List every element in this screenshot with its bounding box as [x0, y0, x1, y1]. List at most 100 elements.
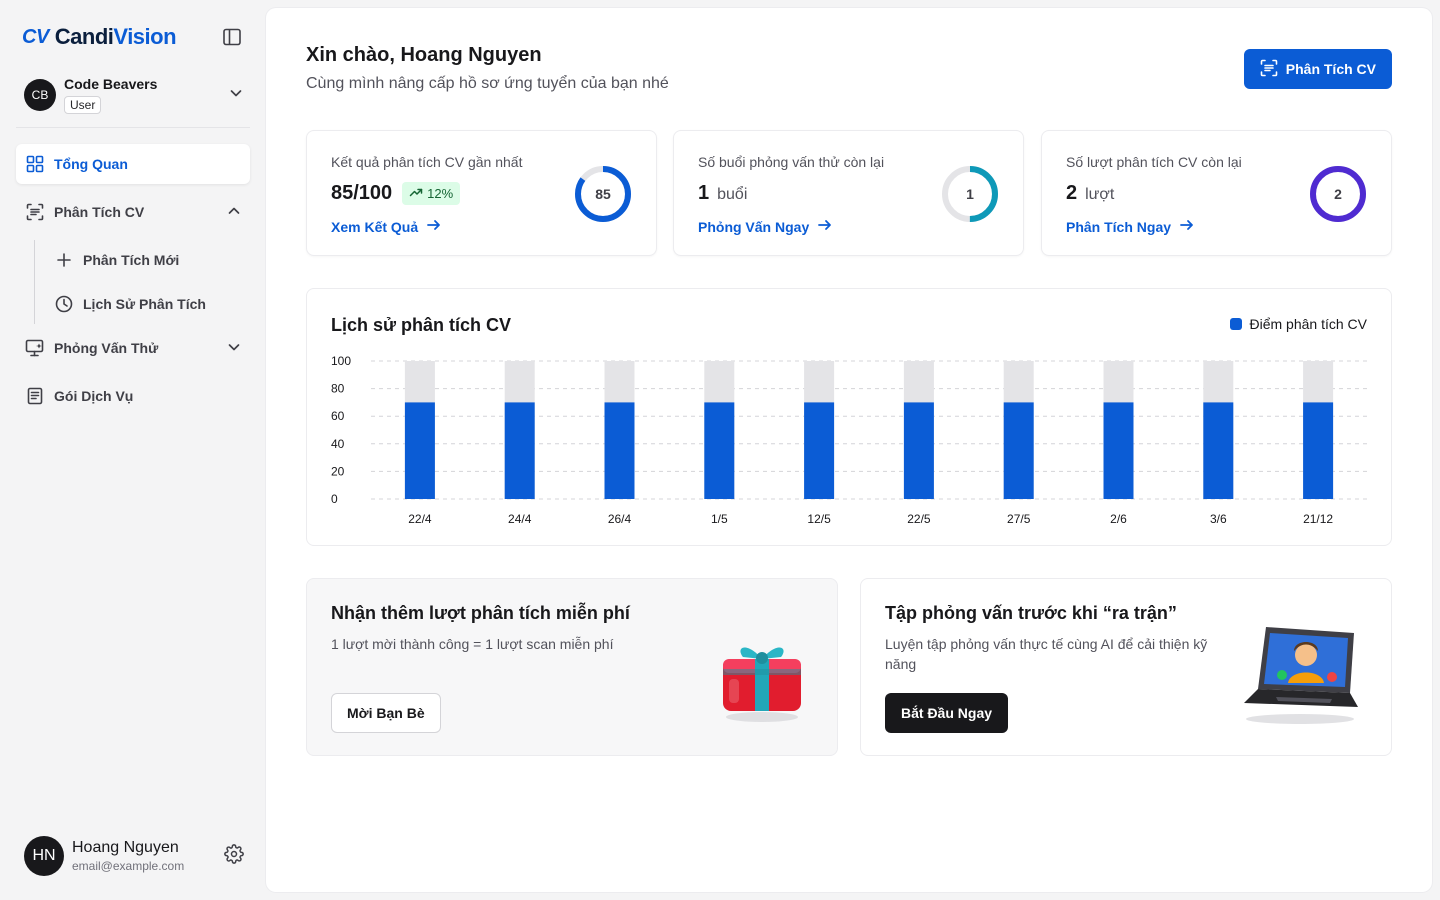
sidebar-divider [16, 127, 250, 128]
stat-unit: lượt [1085, 186, 1115, 203]
x-tick-label: 22/4 [408, 512, 432, 526]
invite-desc: 1 lượt mời thành công = 1 lượt scan miễn… [331, 636, 614, 652]
gear-icon[interactable] [224, 843, 244, 869]
plus-icon [53, 249, 75, 271]
user-profile[interactable]: HN Hoang Nguyen email@example.com [24, 836, 244, 876]
invite-promo-card: Nhận thêm lượt phân tích miễn phí 1 lượt… [306, 578, 838, 756]
invite-friends-button[interactable]: Mời Bạn Bè [331, 693, 441, 733]
analysis-history-chart: 0 20 40 60 80 100 22/4 24/4 26/4 1/5 12/5 22/5 27/5 2… [306, 288, 1392, 546]
bar [1203, 402, 1234, 499]
interview-now-label: Phỏng Vấn Ngay [698, 218, 810, 235]
laptop-video-call-icon [1244, 627, 1358, 724]
practice-promo-card: Tập phỏng vấn trước khi “ra trận” Luyện … [860, 578, 1392, 756]
logo-row: CV CandiVision [22, 22, 244, 52]
legend-swatch [1229, 318, 1242, 330]
stat-value: 1 [698, 182, 710, 204]
analyze-cv-button[interactable]: Phân Tích CV [1243, 49, 1392, 89]
stat-unit: buổi [717, 186, 748, 203]
x-tick-label: 1/5 [711, 512, 728, 526]
bar [804, 402, 835, 499]
sidebar-item-label: Lịch Sử Phân Tích [83, 296, 206, 312]
sidebar-toggle-icon[interactable] [220, 25, 244, 49]
user-avatar: HN [24, 836, 64, 876]
clock-icon [53, 293, 75, 315]
x-tick-label: 12/5 [807, 512, 831, 526]
practice-title: Tập phỏng vấn trước khi “ra trận” [885, 603, 1177, 623]
org-switcher[interactable]: CB Code Beavers User [24, 72, 244, 118]
sidebar-item-interview[interactable]: Phỏng Vấn Thử [16, 328, 250, 368]
practice-desc: Luyện tập phỏng vấn thực tế cùng AI để c… [885, 636, 1208, 672]
scan-icon [1260, 59, 1278, 80]
invite-title: Nhận thêm lượt phân tích miễn phí [331, 603, 630, 623]
x-tick-label: 26/4 [608, 512, 632, 526]
analyze-now-label: Phân Tích Ngay [1066, 218, 1172, 235]
view-result-label: Xem Kết Quả [331, 218, 419, 235]
sidebar-item-new-analysis[interactable]: Phân Tích Mới [45, 240, 250, 280]
y-tick-label: 0 [331, 492, 338, 506]
ring-label: 2 [1334, 186, 1342, 202]
y-tick-label: 20 [331, 464, 345, 478]
chart-legend: Điểm phân tích CV [1229, 316, 1368, 332]
grid-icon [24, 153, 46, 175]
analysis-submenu: Phân Tích Mới Lịch Sử Phân Tích [34, 240, 250, 324]
sidebar-nav: Tổng Quan Phân Tích CV Phân Tích Mới [16, 144, 250, 424]
stat-value-row: 1 buổi [698, 182, 747, 205]
chart-title: Lịch sử phân tích CV [331, 315, 512, 335]
x-tick-label: 3/6 [1210, 512, 1227, 526]
stat-value-row: 85/100 12% [331, 182, 461, 205]
page-subtitle: Cùng mình nâng cấp hồ sơ ứng tuyển của b… [306, 75, 669, 92]
user-email: email@example.com [72, 859, 185, 873]
sidebar-item-label: Tổng Quan [54, 156, 128, 172]
bar-chart: 0 20 40 60 80 100 22/4 24/4 26/4 1/5 12/5 22/5 27/5 2… [331, 354, 1369, 526]
trending-up-icon [409, 185, 423, 202]
user-name: Hoang Nguyen [72, 839, 179, 856]
legend-label: Điểm phân tích CV [1249, 316, 1368, 332]
start-now-button[interactable]: Bắt Đầu Ngay [885, 693, 1009, 733]
ring-label: 85 [595, 186, 611, 202]
interviews-ring: 1 [942, 166, 998, 222]
page-title: Xin chào, Hoang Nguyen [306, 44, 542, 66]
bar [1003, 402, 1034, 499]
bar [1103, 402, 1134, 499]
y-tick-label: 100 [331, 354, 351, 368]
analyze-cv-button-label: Phân Tích CV [1285, 61, 1376, 77]
x-tick-label: 2/6 [1110, 512, 1127, 526]
sidebar-item-label: Phân Tích CV [54, 204, 145, 220]
sidebar-item-history[interactable]: Lịch Sử Phân Tích [45, 284, 250, 324]
bar [704, 402, 735, 499]
sidebar-item-analysis[interactable]: Phân Tích CV [16, 192, 250, 232]
y-tick-label: 40 [331, 437, 345, 451]
sidebar-item-plans[interactable]: Gói Dịch Vụ [16, 376, 250, 416]
x-tick-label: 21/12 [1303, 512, 1333, 526]
x-tick-label: 22/5 [907, 512, 931, 526]
stat-title: Số lượt phân tích CV còn lại [1066, 154, 1242, 170]
chevron-up-icon[interactable] [226, 203, 242, 222]
analyze-now-link[interactable]: Phân Tích Ngay [1066, 217, 1195, 236]
stat-card-analyses-left: Số lượt phân tích CV còn lại 2 lượt Phân… [1041, 130, 1392, 256]
analyses-ring: 2 [1310, 166, 1366, 222]
stat-value: 2 [1066, 182, 1078, 204]
brand-part-a: Candi [54, 24, 114, 49]
view-result-link[interactable]: Xem Kết Quả [331, 217, 442, 236]
logo[interactable]: CV CandiVision [22, 24, 177, 50]
interview-now-link[interactable]: Phỏng Vấn Ngay [698, 217, 833, 236]
greeting: Xin chào, Hoang Nguyen Cùng mình nâng cấ… [306, 44, 669, 93]
trend-badge-value: 12% [427, 186, 454, 201]
y-tick-label: 80 [331, 382, 345, 396]
stat-value-row: 2 lượt [1066, 182, 1114, 205]
stat-card-latest-result: Kết quả phân tích CV gần nhất 85/100 12%… [306, 130, 657, 256]
bar [604, 402, 635, 499]
document-icon [24, 385, 46, 407]
chevron-down-icon[interactable] [226, 339, 242, 358]
trend-badge: 12% [402, 182, 461, 205]
brand-part-b: Vision [113, 24, 177, 49]
stat-title: Kết quả phân tích CV gần nhất [331, 154, 523, 170]
logo-text: CandiVision [54, 24, 177, 50]
main-content: Xin chào, Hoang Nguyen Cùng mình nâng cấ… [266, 8, 1432, 892]
sidebar-item-overview[interactable]: Tổng Quan [16, 144, 250, 184]
sidebar-item-label: Phỏng Vấn Thử [54, 340, 159, 356]
chevron-down-icon[interactable] [228, 85, 244, 106]
stat-card-interviews-left: Số buổi phỏng vấn thử còn lại 1 buổi Phỏ… [673, 130, 1024, 256]
ring-label: 1 [966, 186, 974, 202]
logo-mark: CV [22, 25, 49, 48]
